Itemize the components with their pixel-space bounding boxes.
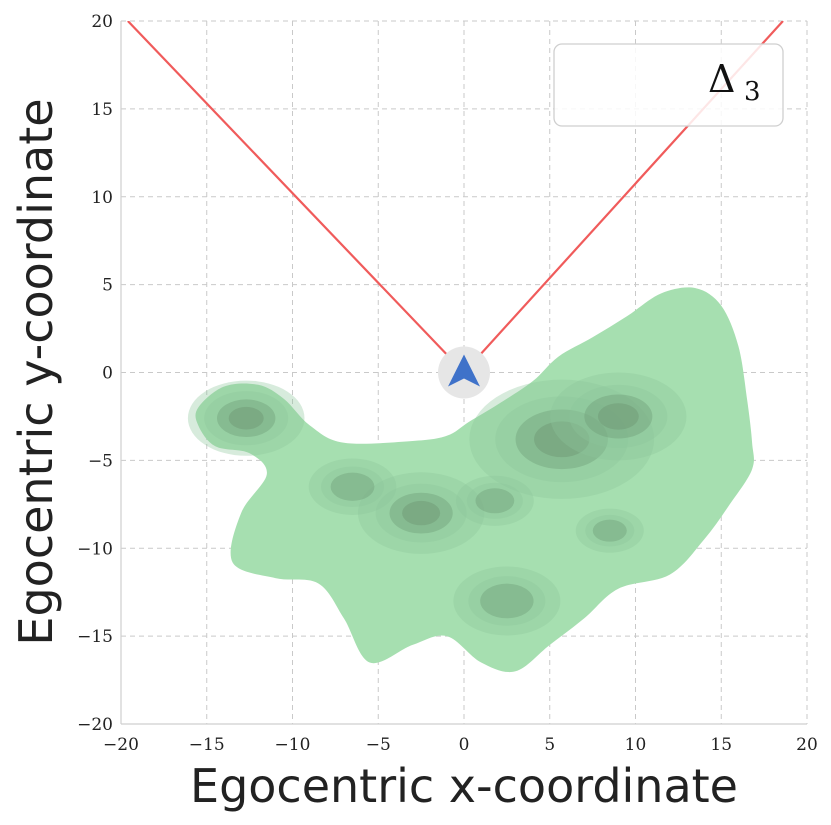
legend-label-subscript: 3	[744, 77, 761, 107]
density-contour-4-2	[480, 583, 534, 619]
y-tick-label: −15	[77, 627, 113, 647]
density-contour-5-1	[466, 482, 523, 519]
density-contour-3-3	[228, 406, 264, 430]
density-contour-4-1	[468, 576, 546, 626]
y-tick-label: −10	[77, 539, 113, 559]
x-tick-label: 15	[710, 735, 732, 755]
x-tick-label: −20	[103, 735, 139, 755]
x-tick-label: 20	[796, 735, 818, 755]
density-contour-6-0	[308, 458, 397, 515]
x-tick-labels: −20 −15 −10 −5 0 5 10 15 20	[103, 735, 818, 755]
x-tick-label: −5	[366, 735, 391, 755]
density-contour-4-0	[453, 566, 561, 636]
y-tick-label: −5	[88, 451, 113, 471]
density-contour-7-2	[592, 519, 627, 542]
legend: Δ 3	[553, 43, 784, 127]
arrow-up-icon	[448, 354, 480, 387]
y-tick-label: 0	[102, 364, 113, 384]
density-contour-5-2	[475, 488, 515, 514]
density-contour-7-0	[575, 508, 644, 553]
y-tick-label: 20	[91, 12, 113, 32]
x-tick-label: −10	[275, 735, 311, 755]
density-contour-5-0	[455, 475, 534, 526]
x-tick-label: −15	[189, 735, 225, 755]
y-tick-label: 5	[102, 276, 113, 296]
x-axis-label: Egocentric x-coordinate	[190, 759, 738, 813]
fov-line-left	[127, 21, 465, 374]
x-tick-label: 10	[625, 735, 647, 755]
density-inner-contours	[187, 372, 687, 636]
legend-label: Δ	[708, 57, 735, 101]
y-tick-label: −20	[77, 715, 113, 735]
x-tick-label: 5	[544, 735, 555, 755]
density-contours	[187, 287, 754, 673]
y-tick-label: 15	[91, 100, 113, 120]
agent-marker	[438, 346, 490, 399]
y-tick-labels: −20 −15 −10 −5 0 5 10 15 20	[77, 12, 113, 735]
density-contour-6-1	[321, 466, 385, 508]
density-contour-2-3	[402, 500, 441, 526]
y-tick-label: 10	[91, 188, 113, 208]
y-axis-label: Egocentric y-coordinate	[9, 98, 63, 645]
density-contour-0-3	[534, 421, 590, 458]
density-contour-7-1	[585, 514, 635, 547]
density-outer-contour	[195, 287, 754, 673]
density-contour-6-2	[330, 472, 375, 501]
density-contour-1-3	[597, 403, 639, 430]
x-tick-label: 0	[459, 735, 470, 755]
legend-box	[553, 43, 784, 127]
